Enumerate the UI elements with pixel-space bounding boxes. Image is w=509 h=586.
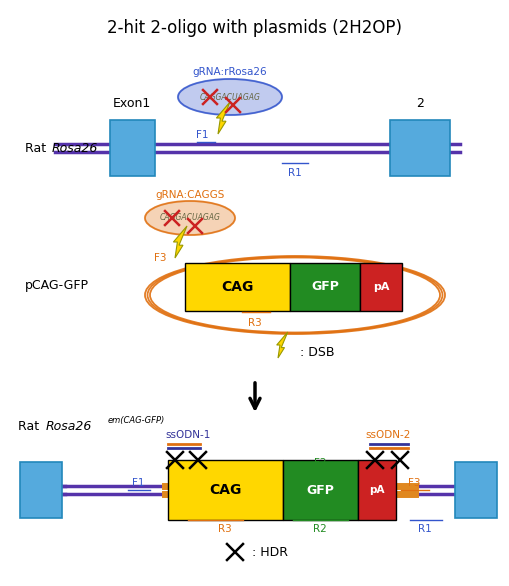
Text: Rat: Rat xyxy=(18,421,43,434)
Text: 2-hit 2-oligo with plasmids (2H2OP): 2-hit 2-oligo with plasmids (2H2OP) xyxy=(107,19,402,37)
Text: F3: F3 xyxy=(407,478,419,488)
FancyBboxPatch shape xyxy=(110,120,155,176)
Text: CAG: CAG xyxy=(221,280,253,294)
Text: Rosa26: Rosa26 xyxy=(52,141,98,155)
Bar xyxy=(185,263,290,311)
Text: R3: R3 xyxy=(248,318,261,328)
Text: GFP: GFP xyxy=(310,281,338,294)
Text: ssODN-2: ssODN-2 xyxy=(364,430,410,440)
Text: gRNA:CAGGS: gRNA:CAGGS xyxy=(155,190,224,200)
Text: pCAG-GFP: pCAG-GFP xyxy=(25,278,89,291)
Bar xyxy=(357,460,395,520)
Text: CAG: CAG xyxy=(209,483,241,497)
Text: F1: F1 xyxy=(131,478,144,488)
Text: GFP: GFP xyxy=(306,483,334,496)
Text: F2: F2 xyxy=(313,458,326,468)
Text: em(CAG-GFP): em(CAG-GFP) xyxy=(108,415,165,424)
Bar xyxy=(282,460,357,520)
Ellipse shape xyxy=(145,201,235,235)
Text: Rosa26: Rosa26 xyxy=(46,421,92,434)
Text: R1: R1 xyxy=(417,524,431,534)
Text: pA: pA xyxy=(372,282,388,292)
Polygon shape xyxy=(173,226,187,258)
Polygon shape xyxy=(276,332,287,358)
FancyBboxPatch shape xyxy=(20,462,62,518)
Text: ssODN-1: ssODN-1 xyxy=(165,430,210,440)
Text: pA: pA xyxy=(369,485,384,495)
Text: : DSB: : DSB xyxy=(299,346,334,359)
Ellipse shape xyxy=(178,79,281,115)
Text: R3: R3 xyxy=(218,524,232,534)
Text: CAGGACUAGAG: CAGGACUAGAG xyxy=(199,93,260,101)
Bar xyxy=(359,263,401,311)
Bar xyxy=(290,263,359,311)
FancyBboxPatch shape xyxy=(454,462,496,518)
Text: F3: F3 xyxy=(153,253,166,263)
Text: gRNA:rRosa26: gRNA:rRosa26 xyxy=(192,67,267,77)
Text: 2: 2 xyxy=(415,97,423,110)
Text: Rat: Rat xyxy=(25,141,50,155)
Text: CAGGACUAGAG: CAGGACUAGAG xyxy=(159,213,220,223)
Polygon shape xyxy=(216,102,230,134)
Bar xyxy=(167,460,282,520)
Text: R2: R2 xyxy=(313,524,326,534)
Text: Exon1: Exon1 xyxy=(112,97,151,110)
Text: : HDR: : HDR xyxy=(251,546,288,558)
Text: F1: F1 xyxy=(195,130,208,140)
Text: R1: R1 xyxy=(288,168,301,178)
FancyBboxPatch shape xyxy=(389,120,449,176)
